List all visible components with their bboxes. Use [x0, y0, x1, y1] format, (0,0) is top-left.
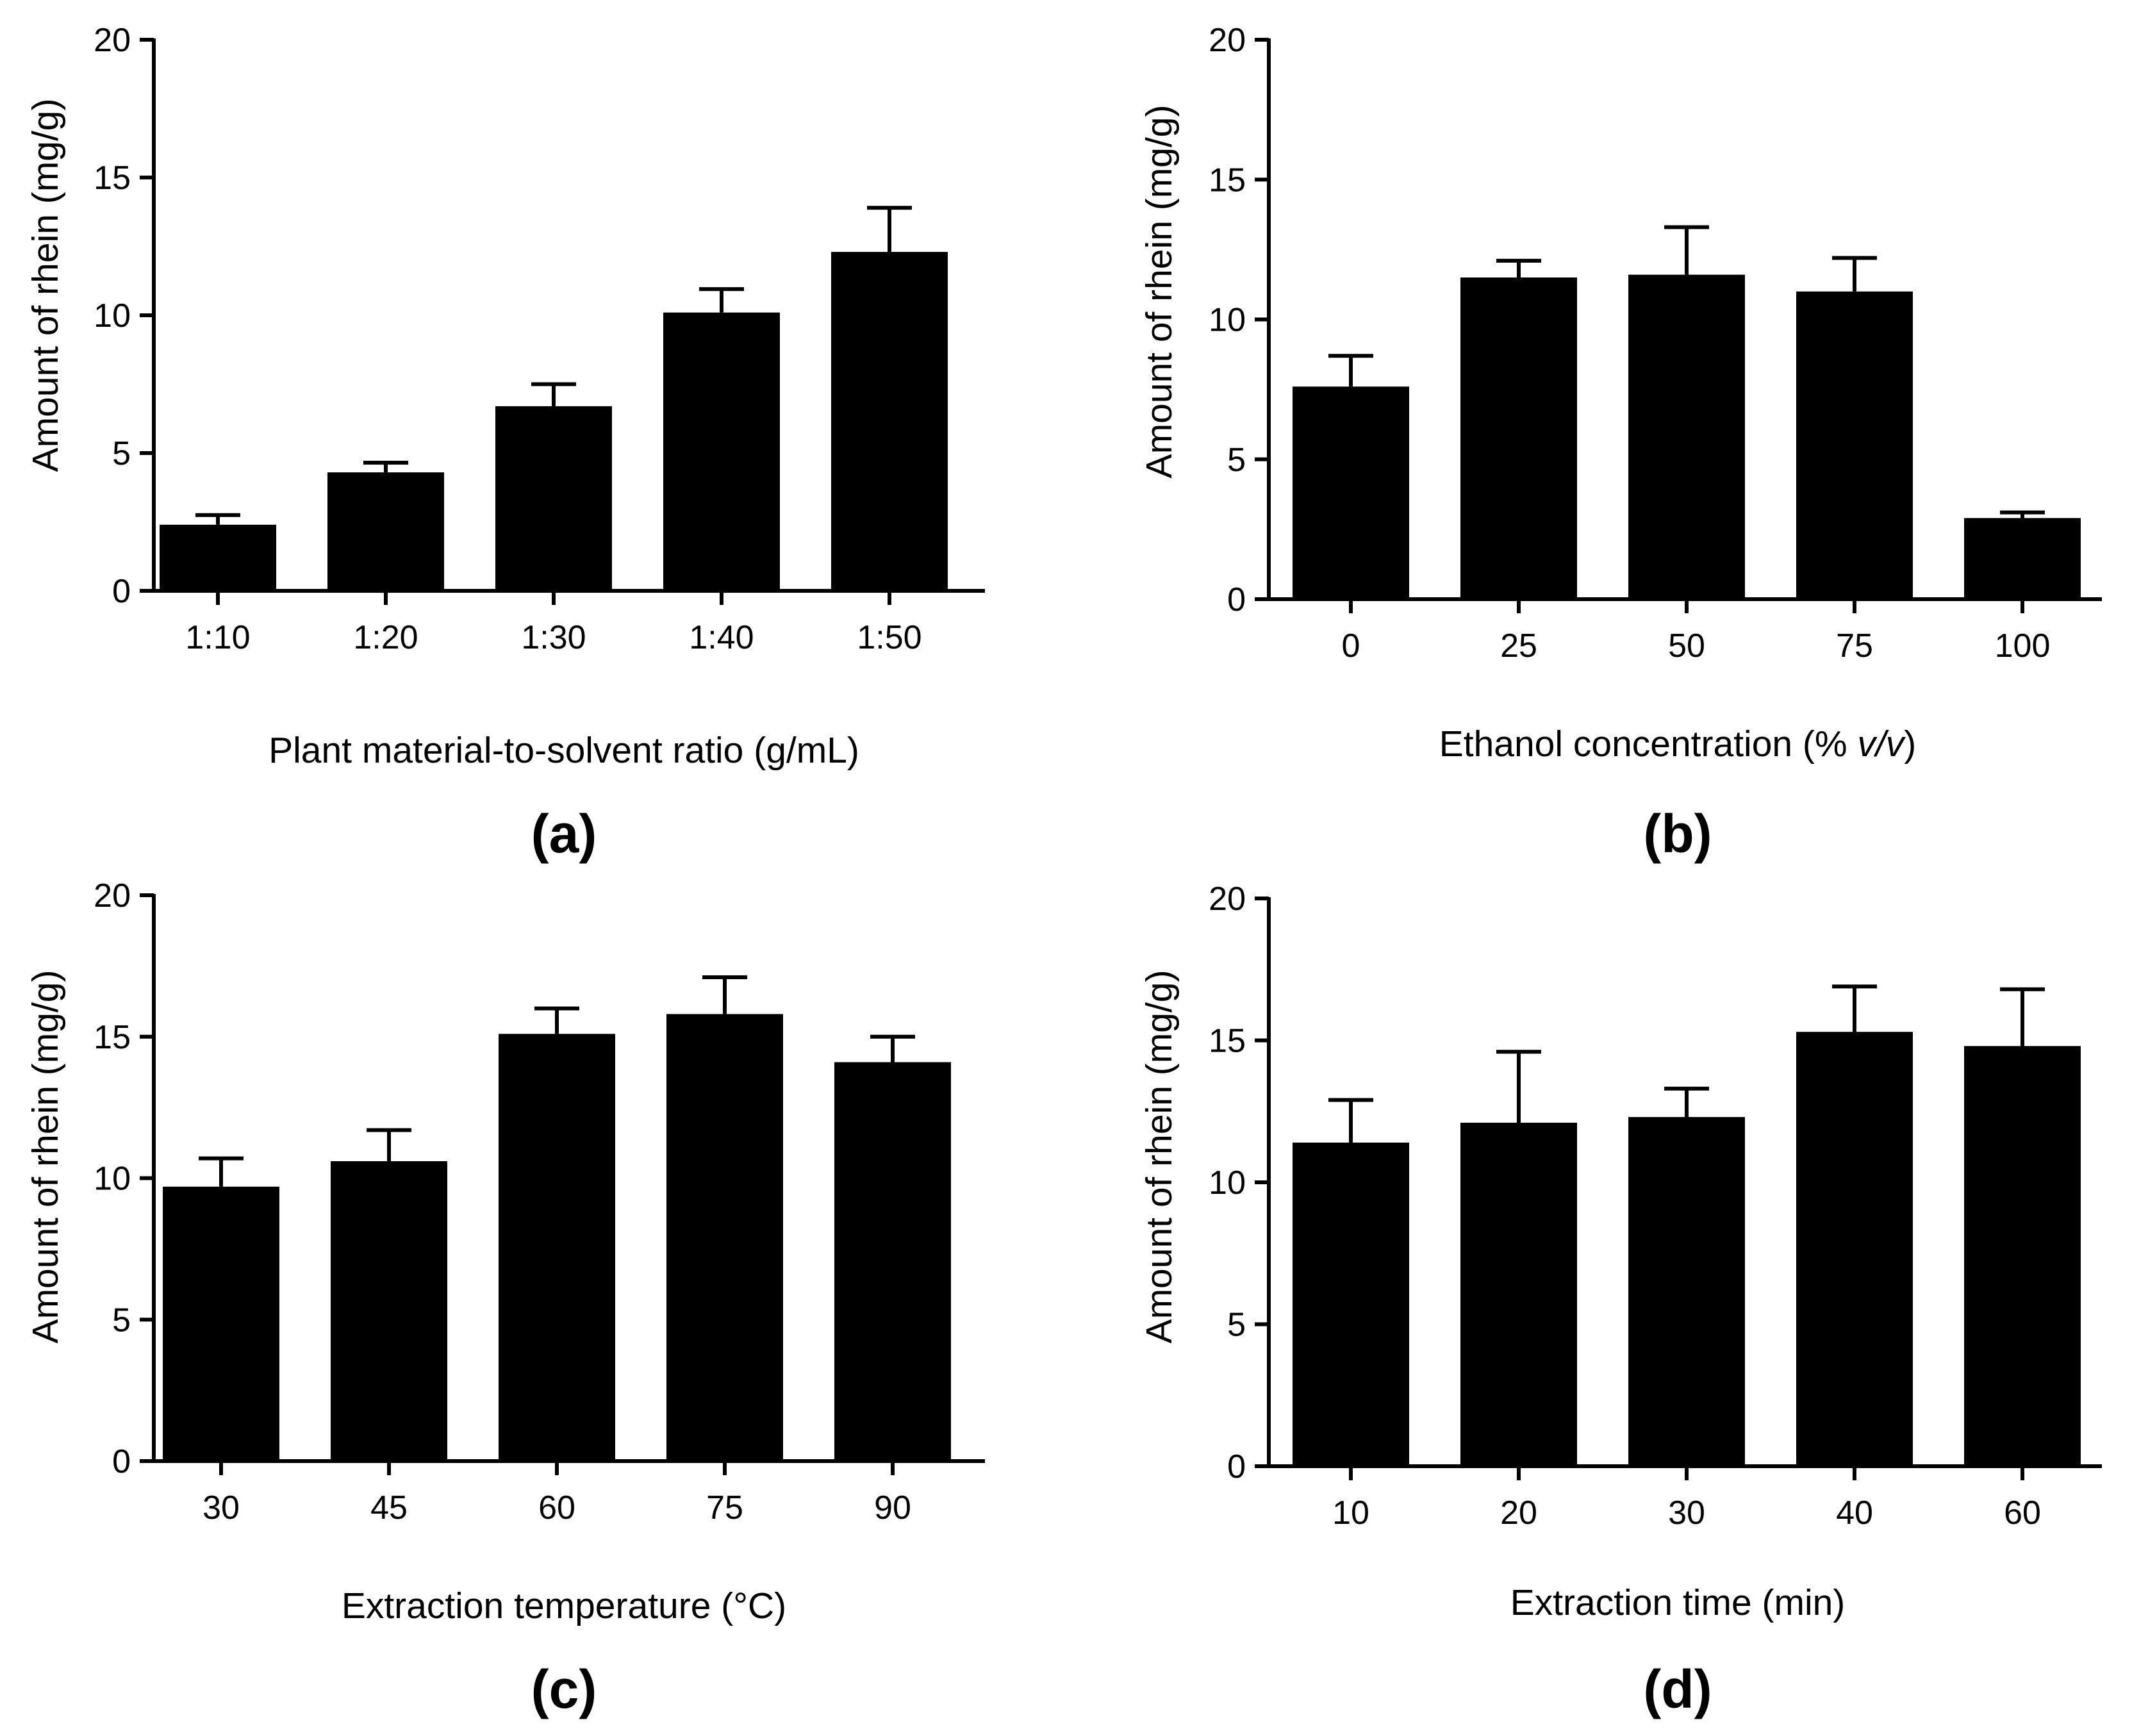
- panel-c-y-tick-label: 0: [112, 1443, 131, 1480]
- panel-b-y-tick-label: 15: [1209, 161, 1246, 199]
- panel-a-x-tick-label: 1:30: [521, 619, 586, 656]
- panel-b-x-axis-title-suffix: ): [1904, 723, 1916, 765]
- panel-a-x-tick-label: 1:50: [857, 619, 921, 656]
- panel-b-x-tick-label: 25: [1500, 627, 1537, 665]
- panel-d-bar: [1293, 1142, 1409, 1466]
- panel-c-y-tick-label: 15: [94, 1019, 131, 1056]
- panel-b-y-axis-title: Amount of rhein (mg/g): [1139, 105, 1180, 479]
- panel-b-x-tick-label: 0: [1342, 627, 1360, 665]
- panel-a-bar: [663, 312, 780, 591]
- panel-c: Amount of rhein (mg/g) Extraction temper…: [25, 877, 985, 1719]
- panel-d-y-tick-label: 20: [1209, 880, 1246, 918]
- panel-b-bar: [1460, 277, 1577, 599]
- panel-b-bar: [1628, 274, 1745, 599]
- panel-b-y-tick-label: 20: [1209, 22, 1246, 59]
- panel-d-x-tick-label: 60: [2004, 1494, 2041, 1532]
- panel-c-y-tick-label: 5: [112, 1302, 131, 1339]
- panel-d-y-tick-label: 0: [1227, 1448, 1246, 1485]
- panel-b-y-tick-label: 10: [1209, 302, 1246, 339]
- panel-b-bar: [1796, 291, 1913, 599]
- panel-a-y-axis-title: Amount of rhein (mg/g): [25, 99, 66, 472]
- panel-d-y-tick-label: 5: [1227, 1307, 1246, 1344]
- panel-a-x-tick-label: 1:10: [185, 619, 250, 656]
- panel-d-bar: [1628, 1117, 1745, 1466]
- panel-a: Amount of rhein (mg/g) Plant material-to…: [25, 22, 985, 864]
- panel-b-x-axis-title-unit: v/v: [1857, 723, 1906, 765]
- panel-d-y-axis-title: Amount of rhein (mg/g): [1139, 970, 1180, 1344]
- panel-b-x-tick-label: 50: [1668, 627, 1705, 665]
- panel-c-x-tick-label: 45: [370, 1489, 408, 1526]
- panel-c-x-tick-label: 90: [874, 1489, 911, 1526]
- panel-b-bar: [1964, 518, 2081, 599]
- panel-d-bar: [1964, 1046, 2081, 1466]
- panel-c-bar: [666, 1014, 783, 1461]
- panel-d-x-tick-label: 40: [1836, 1494, 1873, 1532]
- panel-c-bar: [163, 1186, 279, 1461]
- panel-a-label: (a): [531, 804, 597, 864]
- panel-a-bar: [831, 252, 948, 591]
- panel-b-x-tick-label: 75: [1836, 627, 1873, 665]
- panel-a-y-tick-label: 15: [94, 160, 131, 197]
- panel-c-y-tick-label: 20: [94, 877, 131, 914]
- panel-a-bar: [327, 472, 444, 591]
- panel-a-y-tick-label: 10: [94, 297, 131, 335]
- panel-d-x-axis-title: Extraction time (min): [1510, 1582, 1846, 1623]
- panel-b-label: (b): [1643, 804, 1712, 864]
- panel-c-y-axis-title: Amount of rhein (mg/g): [25, 970, 66, 1344]
- panel-a-y-tick-label: 20: [94, 22, 131, 59]
- panel-c-y-tick-label: 10: [94, 1161, 131, 1198]
- panel-c-x-tick-label: 75: [706, 1489, 743, 1526]
- panel-d-y-tick-label: 15: [1209, 1023, 1246, 1060]
- panel-d-bar: [1796, 1032, 1913, 1466]
- panel-a-x-tick-label: 1:20: [353, 619, 418, 656]
- panel-a-bar: [495, 406, 612, 591]
- panel-c-bar: [331, 1161, 447, 1461]
- panel-d-bar: [1460, 1122, 1577, 1466]
- panel-c-x-axis-title: Extraction temperature (°C): [342, 1585, 786, 1626]
- panel-d-x-tick-label: 30: [1668, 1494, 1705, 1532]
- panel-b-y-tick-label: 0: [1227, 581, 1246, 618]
- panel-c-bar: [834, 1062, 951, 1461]
- panel-a-y-tick-label: 5: [112, 435, 131, 472]
- panel-c-x-tick-label: 60: [538, 1489, 575, 1526]
- panel-a-x-axis-title: Plant material-to-solvent ratio (g/mL): [269, 730, 859, 771]
- panel-b-x-axis-title-prefix: Ethanol concentration (%: [1439, 723, 1858, 765]
- panel-b: Amount of rhein (mg/g) Ethanol concentra…: [1139, 22, 2102, 864]
- panel-c-x-tick-label: 30: [202, 1489, 240, 1526]
- panel-d-y-tick-label: 10: [1209, 1164, 1246, 1202]
- panel-b-bar: [1293, 386, 1409, 599]
- panel-c-label: (c): [531, 1659, 597, 1719]
- panel-d-label: (d): [1643, 1659, 1712, 1719]
- panel-d-x-tick-label: 10: [1332, 1494, 1369, 1532]
- panel-a-y-tick-label: 0: [112, 573, 131, 610]
- panel-a-x-tick-label: 1:40: [689, 619, 754, 656]
- panel-b-y-tick-label: 5: [1227, 442, 1246, 479]
- panel-b-x-tick-label: 100: [1995, 627, 2051, 665]
- panel-c-bar: [499, 1034, 615, 1461]
- panel-d-x-tick-label: 20: [1500, 1494, 1537, 1532]
- panel-d: Amount of rhein (mg/g) Extraction time (…: [1139, 880, 2102, 1719]
- panel-a-bar: [160, 524, 276, 591]
- panel-b-x-axis-title: Ethanol concentration (% v/v): [1439, 723, 1917, 765]
